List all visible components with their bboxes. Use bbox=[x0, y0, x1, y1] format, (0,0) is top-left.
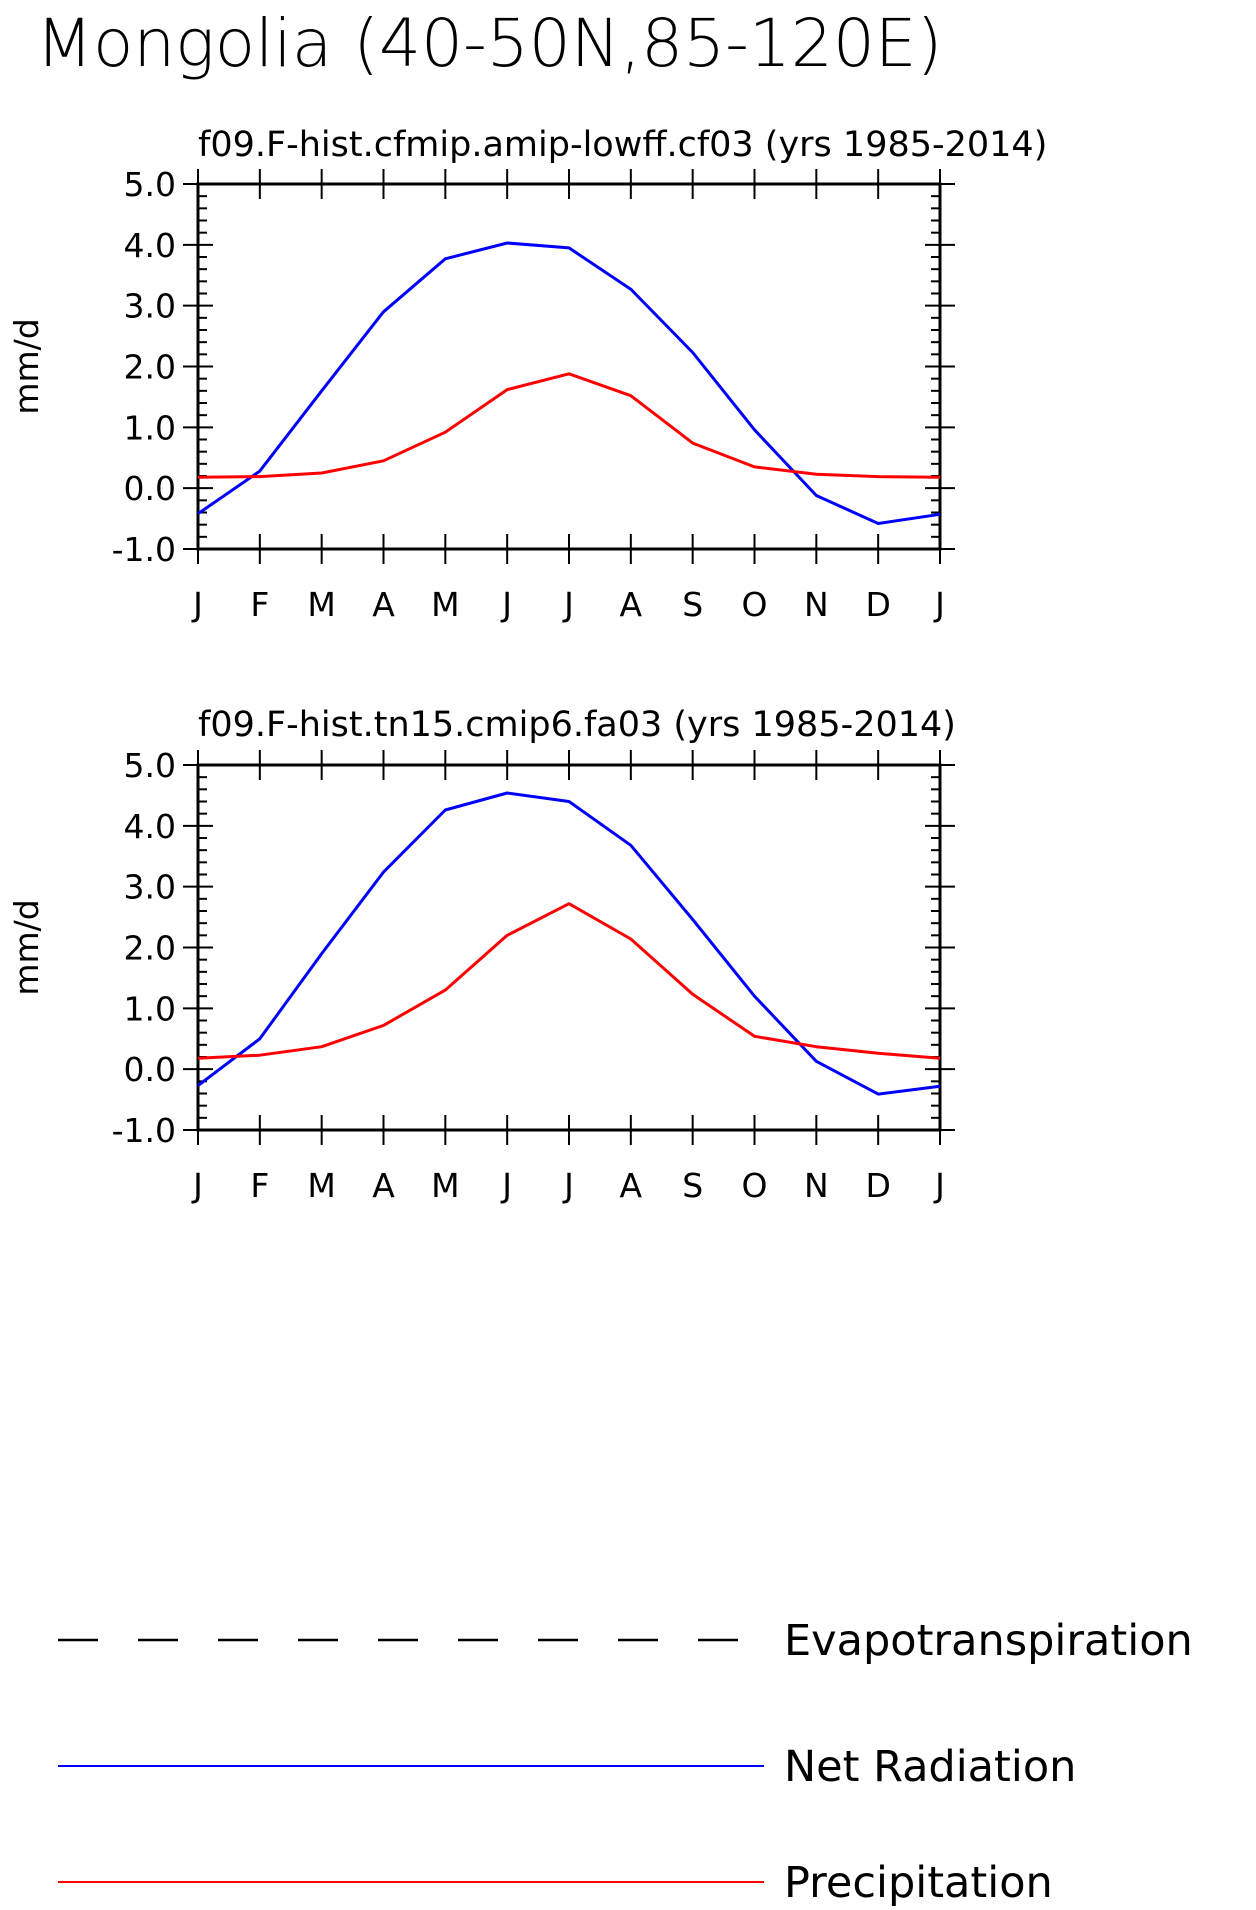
x-tick-label: J bbox=[562, 585, 574, 624]
series-line-net-radiation bbox=[197, 791, 941, 1096]
y-tick-label: -1.0 bbox=[112, 1111, 176, 1150]
y-tick-label: 5.0 bbox=[124, 165, 176, 204]
y-tick-label: 1.0 bbox=[124, 989, 176, 1028]
x-tick-label: J bbox=[191, 1166, 203, 1205]
chart-title: f09.F-hist.cfmip.amip-lowff.cf03 (yrs 19… bbox=[198, 125, 1047, 165]
y-tick-label: 0.0 bbox=[124, 469, 176, 508]
y-tick-label: 2.0 bbox=[124, 348, 176, 387]
legend-label: Precipitation bbox=[784, 1858, 1053, 1908]
x-tick-label: M bbox=[307, 1166, 335, 1205]
chart-panels: f09.F-hist.cfmip.amip-lowff.cf03 (yrs 19… bbox=[7, 125, 1047, 1205]
x-tick-label: N bbox=[804, 585, 829, 624]
legend: Evapotranspiration Net Radiation Precipita… bbox=[58, 1616, 1193, 1908]
legend-label: Net Radiation bbox=[784, 1742, 1076, 1792]
x-tick-label: S bbox=[682, 1166, 703, 1205]
y-tick-label: 0.0 bbox=[124, 1050, 176, 1089]
x-tick-label: O bbox=[742, 585, 768, 624]
y-tick-label: 4.0 bbox=[124, 807, 176, 846]
x-tick-label: J bbox=[191, 585, 203, 624]
x-tick-label: S bbox=[682, 585, 703, 624]
x-tick-label: J bbox=[500, 1166, 512, 1205]
x-tick-label: F bbox=[250, 585, 269, 624]
x-tick-label: N bbox=[804, 1166, 829, 1205]
chart-title: f09.F-hist.tn15.cmip6.fa03 (yrs 1985-201… bbox=[198, 705, 956, 745]
x-tick-label: D bbox=[865, 585, 890, 624]
main-title: Mongolia (40-50N,85-120E) bbox=[36, 5, 942, 82]
series-line-net-radiation bbox=[197, 241, 941, 525]
x-tick-label: M bbox=[431, 1166, 459, 1205]
x-tick-label: A bbox=[372, 1166, 395, 1205]
x-tick-label: M bbox=[431, 585, 459, 624]
y-tick-label: 2.0 bbox=[124, 929, 176, 968]
y-axis-ticks: 5.0 4.0 3.0 2.0 1.0 0.0 -1.0 bbox=[112, 746, 955, 1150]
x-tick-label: M bbox=[307, 585, 335, 624]
x-tick-label: O bbox=[742, 1166, 768, 1205]
x-tick-label: A bbox=[620, 1166, 643, 1205]
plot-frame bbox=[196, 182, 942, 551]
x-tick-label: J bbox=[933, 1166, 945, 1205]
x-tick-label: A bbox=[372, 585, 395, 624]
x-tick-label: J bbox=[933, 585, 945, 624]
y-tick-label: 1.0 bbox=[124, 408, 176, 447]
y-axis-ticks: 5.0 4.0 3.0 2.0 1.0 0.0 -1.0 bbox=[112, 165, 955, 569]
legend-label: Evapotranspiration bbox=[784, 1616, 1193, 1666]
x-tick-label: F bbox=[250, 1166, 269, 1205]
y-axis-label: mm/d bbox=[7, 318, 46, 414]
plot-frame bbox=[196, 763, 942, 1132]
y-tick-label: 5.0 bbox=[124, 746, 176, 785]
chart-panel-1: f09.F-hist.cfmip.amip-lowff.cf03 (yrs 19… bbox=[7, 125, 1047, 624]
x-tick-label: J bbox=[500, 585, 512, 624]
y-axis-label: mm/d bbox=[7, 899, 46, 995]
x-tick-label: J bbox=[562, 1166, 574, 1205]
chart-panel-2: f09.F-hist.tn15.cmip6.fa03 (yrs 1985-201… bbox=[7, 705, 956, 1205]
x-tick-label: A bbox=[620, 585, 643, 624]
x-tick-label: D bbox=[865, 1166, 890, 1205]
y-tick-label: 3.0 bbox=[124, 868, 176, 907]
series-line-precipitation bbox=[197, 902, 941, 1060]
y-tick-label: -1.0 bbox=[112, 530, 176, 569]
series-line-precipitation bbox=[197, 372, 941, 479]
y-tick-label: 4.0 bbox=[124, 226, 176, 265]
y-tick-label: 3.0 bbox=[124, 287, 176, 326]
